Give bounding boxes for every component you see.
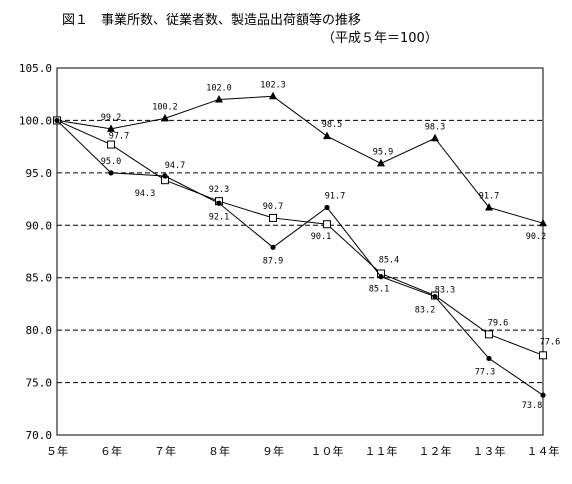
x-tick-label: １０年 <box>311 444 344 458</box>
series-square <box>53 116 547 360</box>
point-triangle <box>107 124 115 132</box>
x-tick-label: １１年 <box>365 444 398 458</box>
data-labels: 99.2 100.2 102.0 102.3 98.5 95.9 98.3 91.7 90.2 9… <box>101 80 560 411</box>
data-label: 87.9 <box>263 256 283 266</box>
y-tick-label: 75.0 <box>26 377 53 390</box>
data-label: 91.7 <box>479 191 499 201</box>
data-label: 83.3 <box>435 286 455 296</box>
data-label: 90.1 <box>311 232 331 242</box>
point-dot <box>540 392 546 398</box>
data-label: 83.2 <box>415 306 435 316</box>
point-dot <box>270 244 276 250</box>
data-label: 94.3 <box>135 189 155 199</box>
point-square <box>269 213 277 222</box>
series-line-triangle <box>56 95 544 224</box>
point-triangle <box>269 91 277 100</box>
x-tick-label: ８年 <box>208 444 230 458</box>
x-tick-label: ６年 <box>100 444 122 458</box>
x-tick-label: １２年 <box>419 444 452 458</box>
data-label: 92.1 <box>209 212 229 222</box>
data-label: 77.6 <box>540 337 560 347</box>
data-label: 90.7 <box>263 202 283 212</box>
point-dot <box>108 170 114 176</box>
point-triangle <box>215 94 223 103</box>
y-tick-label: 95.0 <box>26 167 53 180</box>
y-tick-label: 85.0 <box>26 272 53 285</box>
y-tick-label: 70.0 <box>26 429 53 442</box>
data-label: 97.7 <box>109 132 129 142</box>
point-dot <box>54 117 60 124</box>
y-tick-label: 100.0 <box>19 114 52 127</box>
grid <box>57 119 543 384</box>
x-tick-label: ９年 <box>262 444 284 458</box>
data-label: 90.2 <box>526 232 546 242</box>
data-label: 95.0 <box>101 157 121 167</box>
data-label: 77.3 <box>475 367 495 377</box>
data-label: 85.1 <box>369 285 389 295</box>
series <box>53 91 547 398</box>
point-square <box>323 220 331 229</box>
data-label: 85.4 <box>379 256 399 266</box>
data-label: 91.7 <box>325 191 345 201</box>
point-dot <box>432 293 438 300</box>
axes: 70.0 75.0 80.0 85.0 90.0 95.0 100.0 105.0 ５年 ６年 ７年… <box>19 62 560 458</box>
data-label: 95.9 <box>373 147 393 157</box>
plot-frame <box>56 67 544 436</box>
data-label: 100.2 <box>152 102 178 112</box>
y-tick-label: 105.0 <box>19 62 52 75</box>
point-dot <box>216 200 222 206</box>
point-triangle <box>323 131 331 140</box>
x-tick-label: １３年 <box>473 444 506 458</box>
data-label: 92.3 <box>209 185 229 195</box>
point-triangle <box>431 133 439 142</box>
data-label: 73.8 <box>522 401 542 411</box>
data-label: 98.3 <box>425 122 445 132</box>
point-square <box>485 330 493 339</box>
point-triangle <box>161 113 169 122</box>
data-label: 79.6 <box>488 318 508 328</box>
point-dot <box>378 274 384 280</box>
series-line-square <box>56 119 544 356</box>
y-tick-label: 80.0 <box>26 324 53 337</box>
series-dot <box>54 117 546 398</box>
data-label: 94.7 <box>165 161 185 171</box>
x-tick-label: １４年 <box>527 444 560 458</box>
chart-subtitle: （平成５年＝100） <box>322 31 438 46</box>
data-label: 102.3 <box>260 80 286 90</box>
point-triangle <box>539 218 547 227</box>
data-label: 102.0 <box>206 83 232 93</box>
point-triangle <box>377 158 385 167</box>
point-dot <box>486 355 492 362</box>
series-triangle <box>53 91 547 227</box>
series-line-dot <box>56 120 544 396</box>
x-tick-label: ５年 <box>46 444 68 458</box>
point-square <box>107 140 115 149</box>
point-square <box>539 351 547 360</box>
point-dot <box>162 173 168 179</box>
data-label: 98.5 <box>322 120 342 130</box>
chart-title: 図１ 事業所数、従業者数、製造品出荷額等の推移 <box>62 12 361 28</box>
y-tick-label: 90.0 <box>26 219 53 232</box>
point-triangle <box>485 202 493 211</box>
x-tick-label: ７年 <box>154 444 176 458</box>
data-label: 99.2 <box>101 113 121 123</box>
point-dot <box>324 204 330 211</box>
